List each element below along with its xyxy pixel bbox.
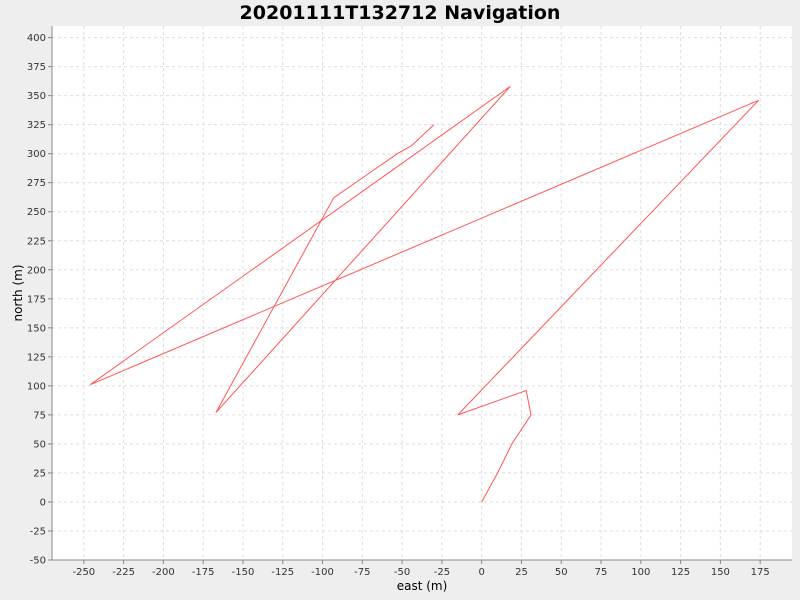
y-tick-label: 325 bbox=[27, 120, 46, 131]
x-tick-label: 100 bbox=[631, 567, 650, 578]
y-tick-label: 0 bbox=[40, 497, 46, 508]
y-tick-label: 175 bbox=[27, 294, 46, 305]
x-tick-label: 75 bbox=[595, 567, 608, 578]
x-tick-label: -175 bbox=[192, 567, 215, 578]
x-tick-label: -50 bbox=[394, 567, 410, 578]
x-tick-label: -200 bbox=[152, 567, 175, 578]
grid bbox=[52, 26, 792, 561]
axes: -250 -225 -200 -175 -150 -125 -100 -75 -50 -25 0 25… bbox=[27, 26, 792, 578]
y-tick-label: 100 bbox=[27, 381, 46, 392]
x-tick-label: -125 bbox=[271, 567, 294, 578]
chart-title: 20201111T132712 Navigation bbox=[240, 2, 561, 24]
y-tick-label: 350 bbox=[27, 91, 46, 102]
series-layer bbox=[89, 85, 759, 503]
x-tick-label: 125 bbox=[671, 567, 690, 578]
y-tick-label: -50 bbox=[30, 556, 46, 567]
x-tick-label: 0 bbox=[478, 567, 484, 578]
x-axis-label: east (m) bbox=[397, 579, 448, 593]
x-tick-label: 50 bbox=[555, 567, 568, 578]
y-tick-label: 375 bbox=[27, 62, 46, 73]
y-tick-label: 50 bbox=[33, 439, 46, 450]
x-tick-label: 150 bbox=[711, 567, 730, 578]
x-tick-label: -250 bbox=[72, 567, 95, 578]
x-tick-label: -150 bbox=[232, 567, 255, 578]
x-tick-label: -75 bbox=[354, 567, 370, 578]
y-axis-label: north (m) bbox=[11, 264, 25, 321]
y-tick-label: 75 bbox=[33, 410, 46, 421]
x-tick-label: -225 bbox=[112, 567, 135, 578]
x-tick-label: 175 bbox=[751, 567, 770, 578]
y-tick-label: 150 bbox=[27, 323, 46, 334]
y-tick-label: 275 bbox=[27, 178, 46, 189]
y-tick-label: 25 bbox=[33, 468, 46, 479]
y-tick-label: 200 bbox=[27, 265, 46, 276]
y-tick-label: 125 bbox=[27, 352, 46, 363]
y-tick-label: 225 bbox=[27, 236, 46, 247]
x-tick-label: 25 bbox=[515, 567, 528, 578]
track-line bbox=[89, 85, 759, 503]
y-tick-label: 400 bbox=[27, 33, 46, 44]
y-tick-label: -25 bbox=[30, 526, 46, 537]
y-tick-label: 250 bbox=[27, 207, 46, 218]
x-tick-label: -100 bbox=[311, 567, 334, 578]
y-tick-label: 300 bbox=[27, 149, 46, 160]
plot-area bbox=[52, 26, 792, 560]
x-tick-label: -25 bbox=[434, 567, 450, 578]
